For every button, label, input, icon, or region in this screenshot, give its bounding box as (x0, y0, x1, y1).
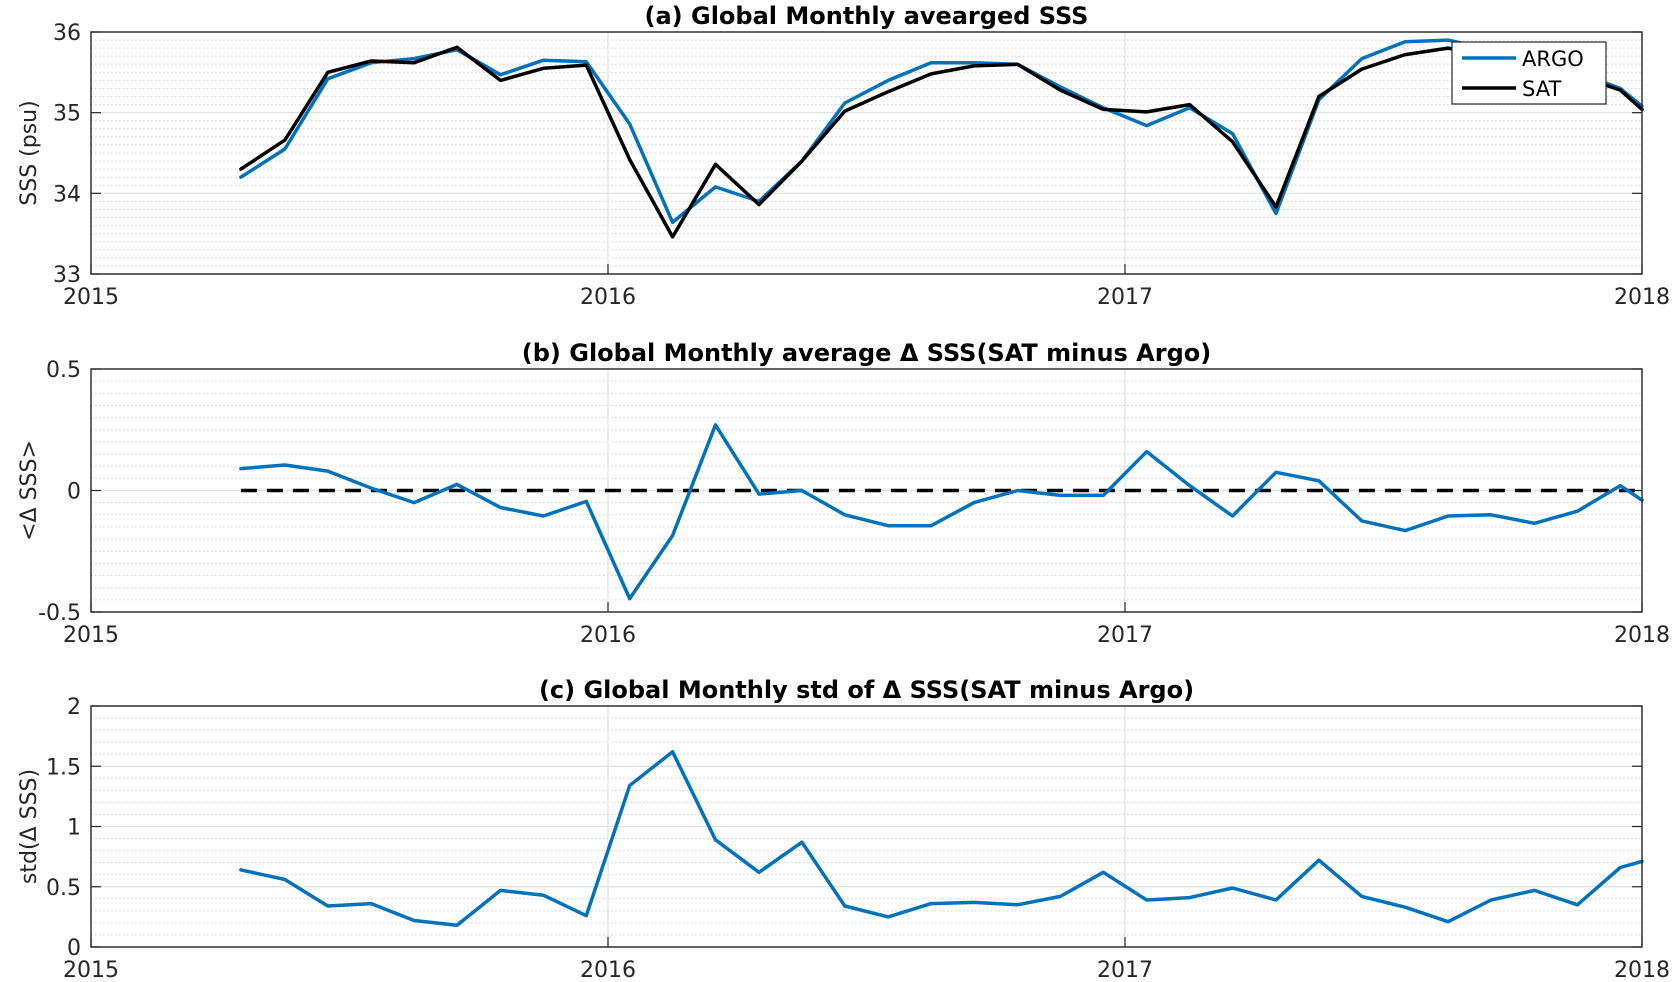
y-tick-label: 1.5 (46, 755, 81, 780)
chart-title: (a) Global Monthly avearged SSS (645, 2, 1089, 30)
x-tick-label: 2015 (63, 623, 119, 648)
y-axis-label: SSS (psu) (17, 100, 42, 205)
legend-label-sat: SAT (1522, 77, 1561, 101)
series-line-delta-sss (239, 423, 1644, 601)
axes-box (90, 31, 1643, 275)
legend: ARGO SAT (1451, 41, 1607, 105)
x-tick-label: 2018 (1614, 623, 1670, 648)
y-tick-label: 2 (67, 695, 81, 720)
y-tick-label: 0 (67, 936, 81, 961)
series-line-argo (239, 38, 1644, 225)
y-tick-label: 36 (53, 21, 81, 46)
x-tick-label: 2016 (580, 285, 636, 310)
x-tick-label: 2017 (1097, 958, 1153, 982)
y-tick-label: 33 (53, 263, 81, 288)
x-tick-label: 2016 (580, 958, 636, 982)
chart-panel-a: 33 34 35 36 2015 2016 2017 2018 (a) Global Month… (17, 2, 1670, 310)
minor-grid (91, 380, 1642, 601)
y-tick-label: 35 (53, 102, 81, 127)
series-line-delta-sss (239, 750, 1644, 928)
x-tick-label: 2018 (1614, 958, 1670, 982)
x-tick-label: 2018 (1614, 285, 1670, 310)
x-tick-label: 2015 (63, 285, 119, 310)
y-tick-label: 0 (67, 480, 81, 505)
y-tick-label: -0.5 (38, 601, 81, 626)
chart-title: (c) Global Monthly std of Δ SSS(SAT minu… (539, 676, 1194, 704)
y-tick-label: 34 (53, 182, 81, 207)
legend-box (1451, 41, 1607, 105)
x-tick-label: 2017 (1097, 623, 1153, 648)
chart-panel-b: -0.5 0 0.5 2015 2016 2017 2018 (b) Global Month… (17, 339, 1670, 648)
legend-label-argo: ARGO (1522, 47, 1584, 71)
x-tick-label: 2017 (1097, 285, 1153, 310)
chart-title: (b) Global Monthly average Δ SSS(SAT min… (522, 339, 1211, 367)
x-tick-label: 2016 (580, 623, 636, 648)
y-tick-label: 0.5 (46, 358, 81, 383)
y-axis-label: std(Δ SSS) (17, 769, 42, 884)
chart-panel-c: 0 0.5 1 1.5 2 2015 2016 2017 2018 (c) Global Mont… (17, 676, 1670, 982)
y-axis-label: <Δ SSS> (17, 440, 42, 541)
x-tick-label: 2015 (63, 958, 119, 982)
y-tick-label: 1 (67, 816, 81, 841)
minor-grid (91, 39, 1642, 267)
series-line-sat (239, 45, 1644, 239)
y-tick-label: 0.5 (46, 876, 81, 901)
